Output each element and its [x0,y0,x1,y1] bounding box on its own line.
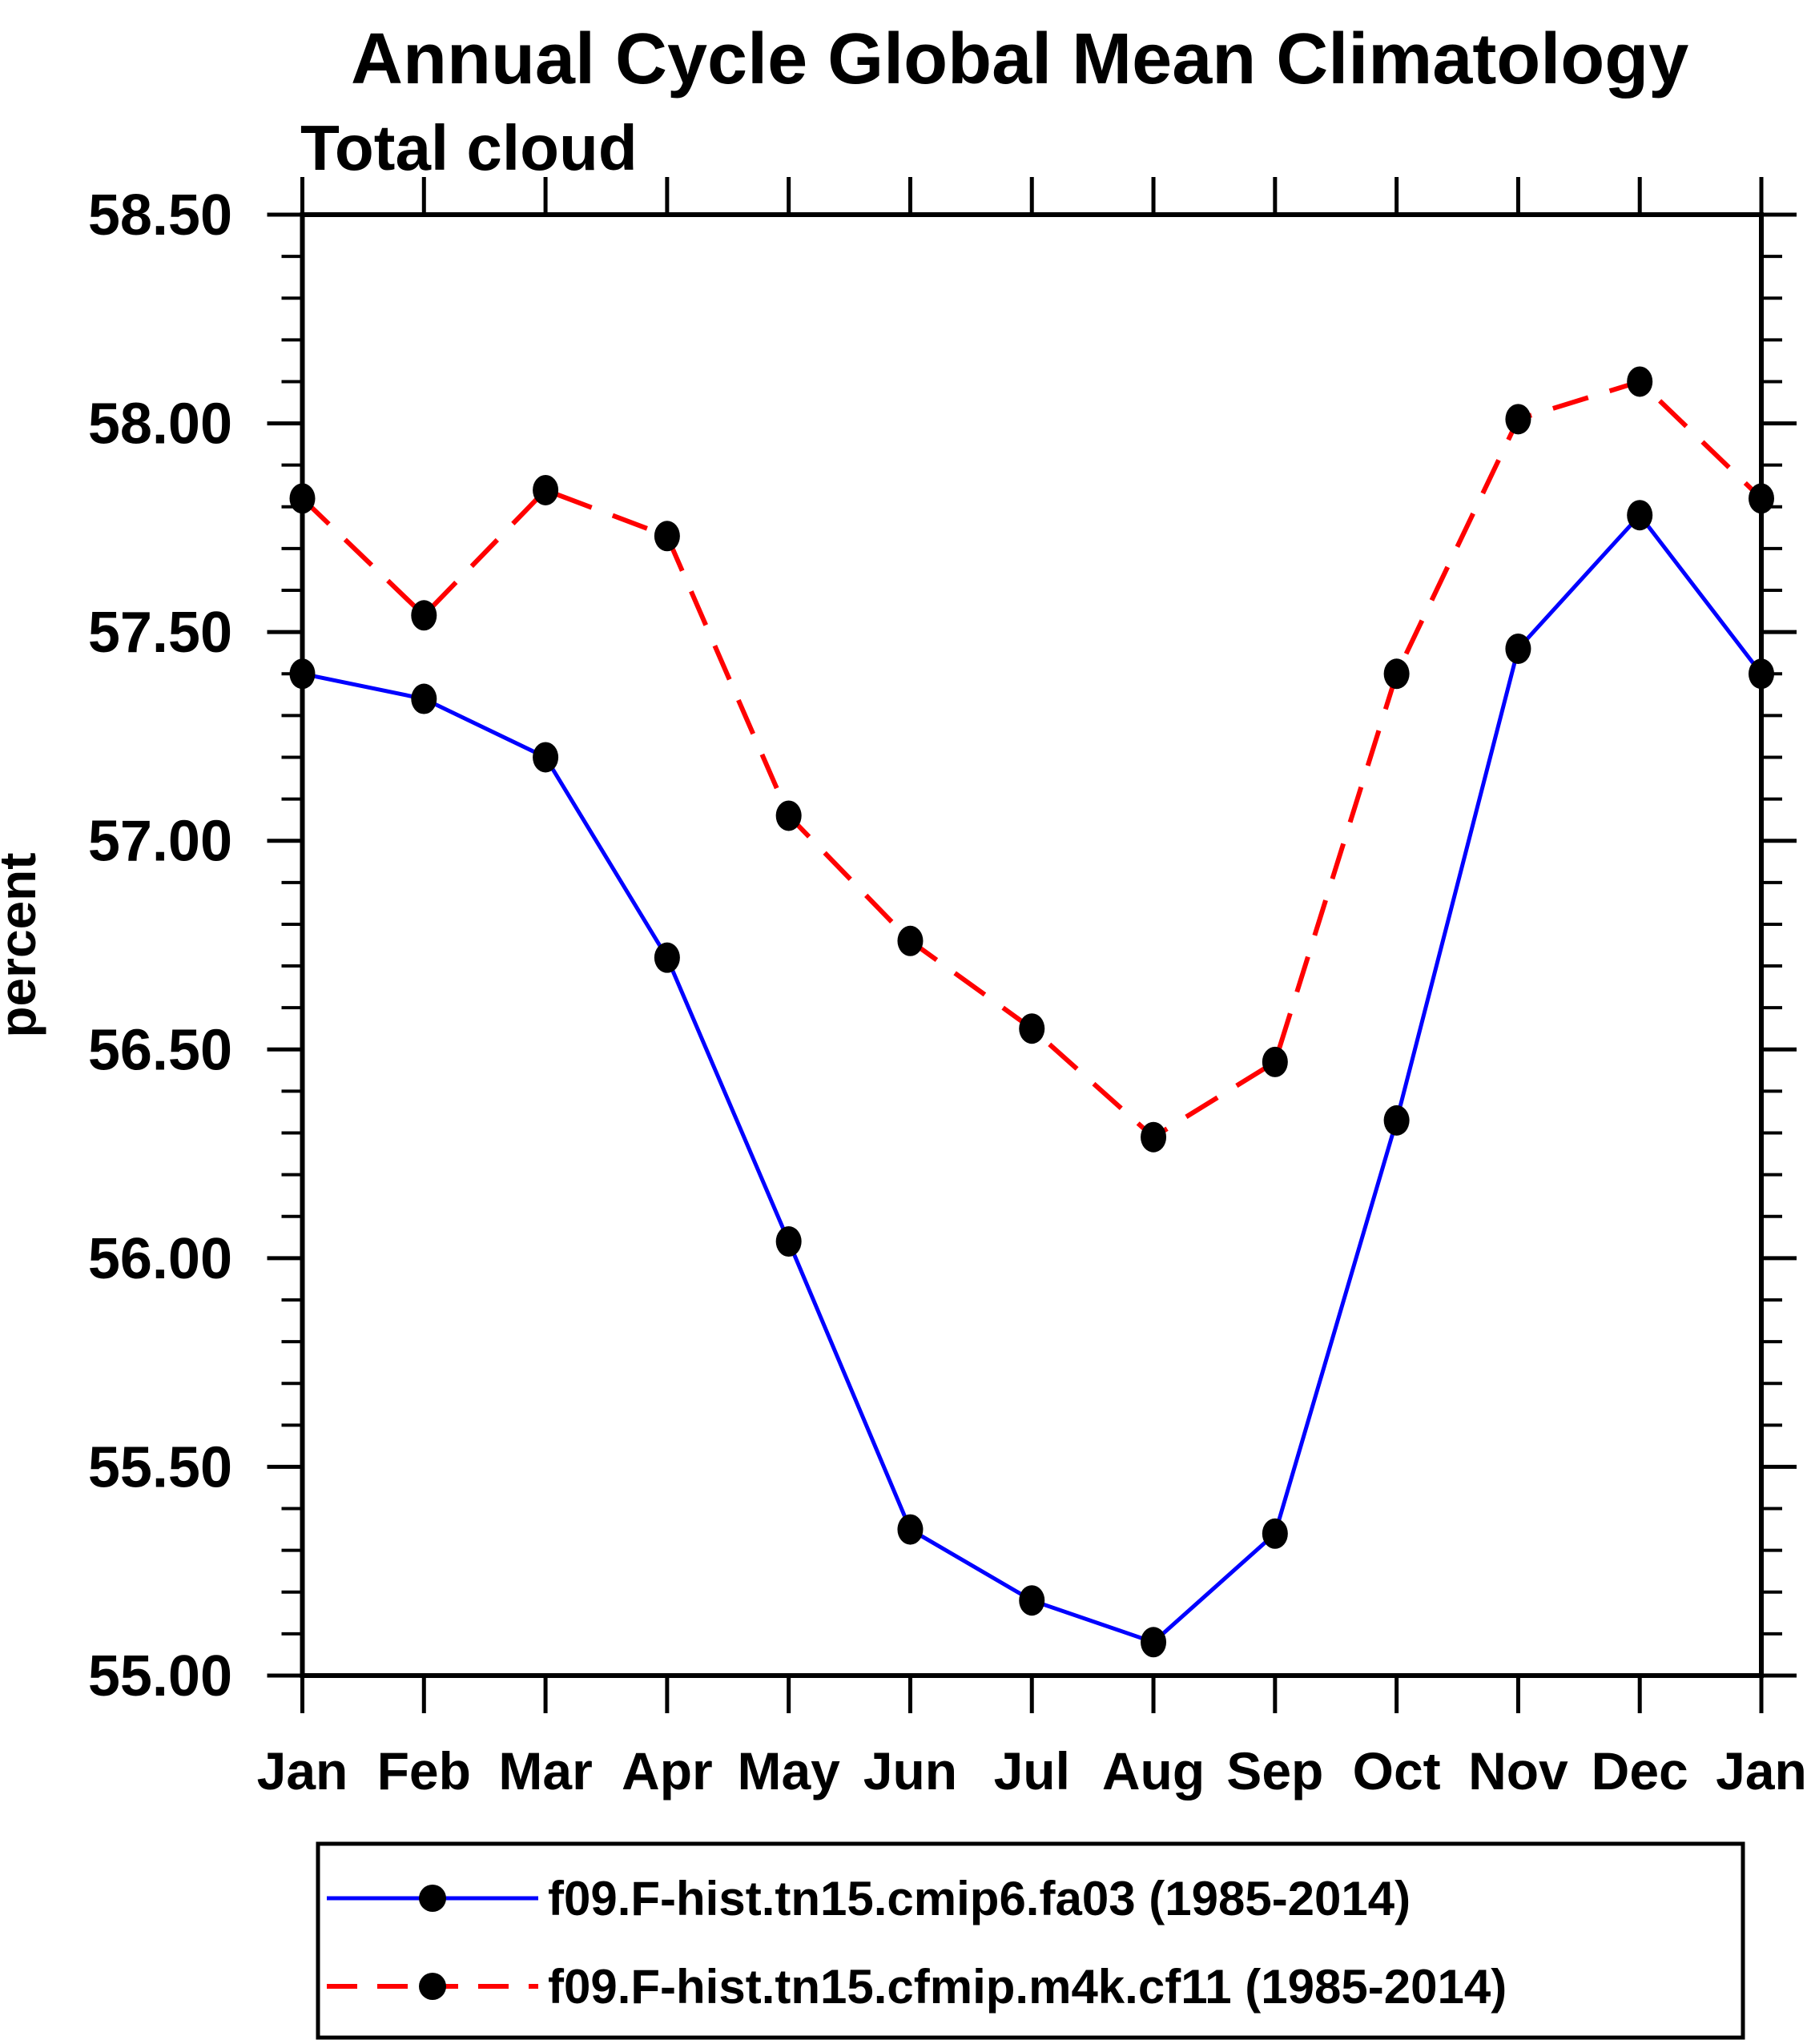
x-tick-label: Mar [498,1741,592,1801]
data-point-marker [654,521,680,552]
y-tick-label: 58.00 [88,392,232,457]
x-tick-label: Jun [863,1741,957,1801]
data-point-marker [654,942,680,973]
legend-box [316,1841,1745,2040]
data-point-marker [1505,404,1531,435]
legend-entry-label-cfmip-m4k: f09.F-hist.tn15.cfmip.m4k.cf11 (1985-201… [548,1960,1507,2014]
plot-frame [300,212,1764,1678]
x-tick-label: May [737,1741,840,1801]
chart-title: Annual Cycle Global Mean Climatology [351,19,1688,99]
data-point-marker [533,474,559,505]
data-point-marker [411,683,437,714]
x-tick-label: Nov [1468,1741,1568,1801]
data-point-marker [1019,1013,1045,1044]
y-tick-label: 57.00 [88,810,232,874]
x-tick-label: Apr [622,1741,713,1801]
y-tick-label: 58.50 [88,183,232,247]
x-tick-label: Sep [1226,1741,1323,1801]
data-point-marker [897,925,924,956]
data-point-marker [1141,1627,1167,1658]
data-point-marker [1019,1585,1045,1616]
x-tick-label: Jan [257,1741,348,1801]
y-tick-label: 56.00 [88,1227,232,1291]
data-point-marker [533,742,559,773]
x-tick-label: Aug [1102,1741,1205,1801]
legend-marker-sample [419,1885,446,1912]
data-point-marker [411,600,437,631]
legend-entry-label-cmip6: f09.F-hist.tn15.cmip6.fa03 (1985-2014) [548,1872,1411,1925]
x-tick-label: Jul [994,1741,1070,1801]
axis-ticks [267,177,1797,1713]
x-tick-label: Dec [1592,1741,1688,1801]
legend-marker-sample [419,1973,446,2000]
x-tick-label: Feb [377,1741,471,1801]
data-point-marker [1383,658,1410,690]
y-tick-labels: 55.00 55.50 56.00 56.50 57.00 57.50 58.00 58.50 [88,183,232,1708]
y-tick-label: 55.00 [88,1644,232,1708]
y-axis-label: percent [0,852,46,1037]
y-tick-label: 57.50 [88,601,232,665]
data-point-marker [1141,1121,1167,1153]
y-tick-label: 55.50 [88,1435,232,1499]
data-point-marker [1505,633,1531,664]
data-point-marker [1262,1518,1288,1549]
data-point-marker [1627,500,1653,531]
x-tick-label: Jan [1716,1741,1807,1801]
data-point-marker [897,1514,924,1545]
data-point-marker [1262,1046,1288,1077]
legend: f09.F-hist.tn15.cmip6.fa03 (1985-2014) f… [316,1841,1745,2040]
data-point-marker [775,800,802,831]
legend-samples [327,1885,538,2000]
x-tick-label: Oct [1353,1741,1441,1801]
chart-subtitle: Total cloud [300,112,638,183]
data-point-marker [1383,1104,1410,1136]
data-point-marker [775,1226,802,1257]
y-tick-label: 56.50 [88,1018,232,1082]
plot-series [289,366,1774,1658]
x-tick-labels: Jan Feb Mar Apr May Jun Jul Aug Sep Oct Nov Dec Jan [257,1741,1807,1801]
data-point-marker [1627,366,1653,397]
